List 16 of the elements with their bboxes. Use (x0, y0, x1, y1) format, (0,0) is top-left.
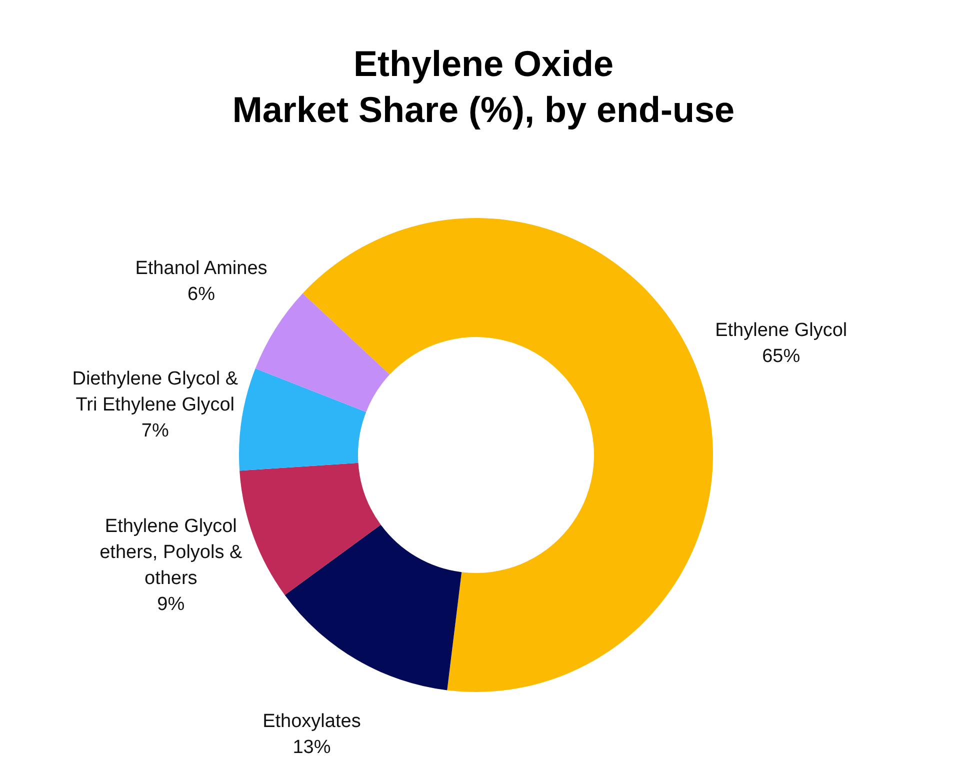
slice-label: Ethylene Glycol (715, 320, 848, 341)
slice-label: Ethanol Amines (135, 258, 268, 279)
slice-label: Ethoxylates (262, 711, 361, 732)
donut-slice (284, 524, 462, 690)
donut-slice (255, 293, 390, 412)
donut-slice (239, 368, 366, 471)
slice-label: Ethylene Glycol ethers, Polyols & others (100, 516, 242, 590)
donut-slice (302, 218, 713, 692)
data-label: 13% (292, 737, 331, 758)
data-label: 6% (188, 284, 216, 305)
chart-subtitle: Market Share (%), by end-use (232, 89, 735, 130)
chart-title: Ethylene Oxide (353, 43, 614, 84)
data-label: 65% (762, 346, 800, 367)
slice-label: Diethylene Glycol & Tri Ethylene Glycol (72, 368, 238, 416)
data-label: 7% (141, 420, 169, 442)
data-label: 9% (157, 594, 185, 616)
